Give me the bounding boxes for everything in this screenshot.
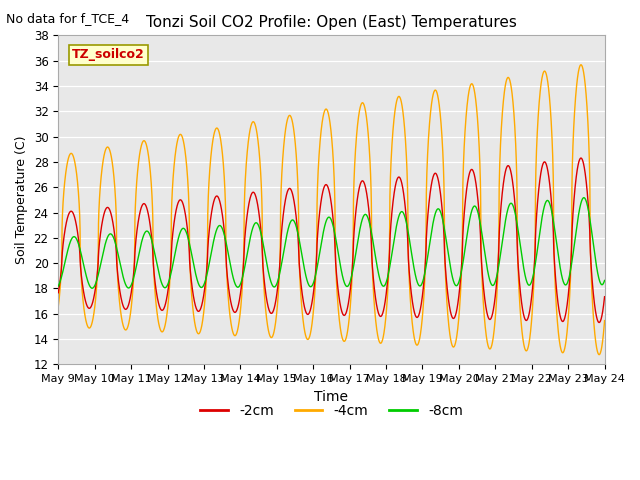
Y-axis label: Soil Temperature (C): Soil Temperature (C): [15, 136, 28, 264]
Legend: -2cm, -4cm, -8cm: -2cm, -4cm, -8cm: [195, 398, 468, 423]
Text: TZ_soilco2: TZ_soilco2: [72, 48, 145, 61]
X-axis label: Time: Time: [314, 390, 348, 404]
Title: Tonzi Soil CO2 Profile: Open (East) Temperatures: Tonzi Soil CO2 Profile: Open (East) Temp…: [146, 15, 517, 30]
Text: No data for f_TCE_4: No data for f_TCE_4: [6, 12, 129, 25]
